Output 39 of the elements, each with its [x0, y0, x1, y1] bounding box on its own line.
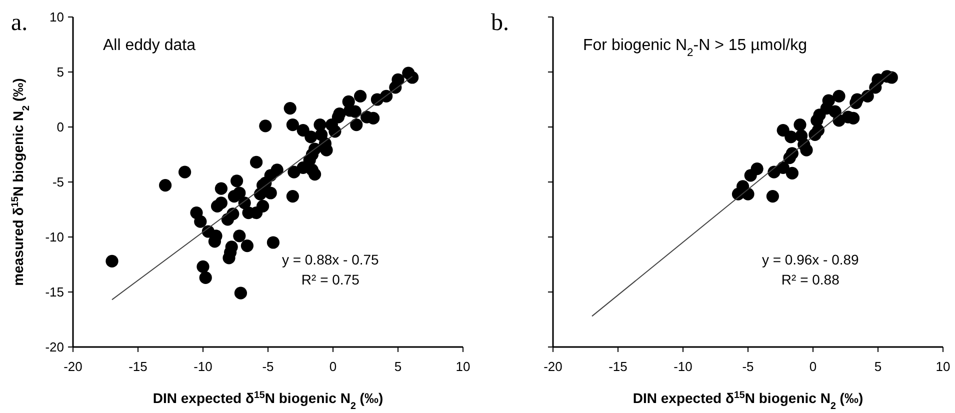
x-tick-label: -5	[262, 359, 274, 374]
point	[766, 190, 779, 203]
annotation: R² = 0.88	[781, 272, 840, 288]
x-tick-label: -5	[742, 359, 754, 374]
x-tick-label: -10	[194, 359, 212, 374]
x-tick-label: -15	[128, 359, 148, 374]
y-tick-label: 10	[50, 10, 64, 25]
x-tick-label: -20	[544, 359, 562, 374]
y-tick-label: -15	[45, 284, 64, 300]
x-tick-label: 5	[394, 359, 402, 374]
x-tick-label: -15	[608, 359, 628, 374]
annotation: y = 0.88x - 0.75	[282, 252, 380, 268]
x-axis-title: DIN expected δ$^{15}$N biogenic N$_{2}$ (‰)	[152, 390, 384, 412]
x-axis-title: DIN expected δ$^{15}$N biogenic N$_{2}$ (‰)	[632, 390, 864, 412]
chart-title: a.	[11, 10, 28, 36]
text: All eddy data	[103, 37, 196, 54]
y-tick-label: 0	[56, 120, 64, 135]
annotation: y = 0.96x - 0.89	[762, 252, 860, 268]
x-tick-label: -10	[674, 359, 692, 374]
point	[776, 124, 790, 137]
point	[800, 144, 813, 156]
text: For biogenic N$_{2}$-N > 15 µmol/kg	[583, 37, 807, 59]
point	[832, 90, 846, 102]
x-tick-label: 0	[809, 359, 817, 374]
annotation: R² = 0.75	[301, 272, 360, 288]
x-tick-label: 10	[936, 359, 950, 374]
point	[744, 169, 757, 182]
point	[786, 166, 798, 180]
point	[742, 188, 754, 200]
point	[784, 130, 798, 144]
x-tick-label: 0	[329, 359, 337, 374]
y-tick-label: 5	[56, 64, 64, 80]
point	[794, 118, 806, 132]
x-tick-label: 10	[456, 359, 470, 374]
y-tick-label: -5	[52, 174, 64, 190]
y-tick-label: -20	[45, 340, 64, 355]
x-tick-label: 5	[874, 359, 882, 374]
chart-title: b.	[491, 10, 509, 36]
y-tick-label: -10	[45, 230, 64, 245]
